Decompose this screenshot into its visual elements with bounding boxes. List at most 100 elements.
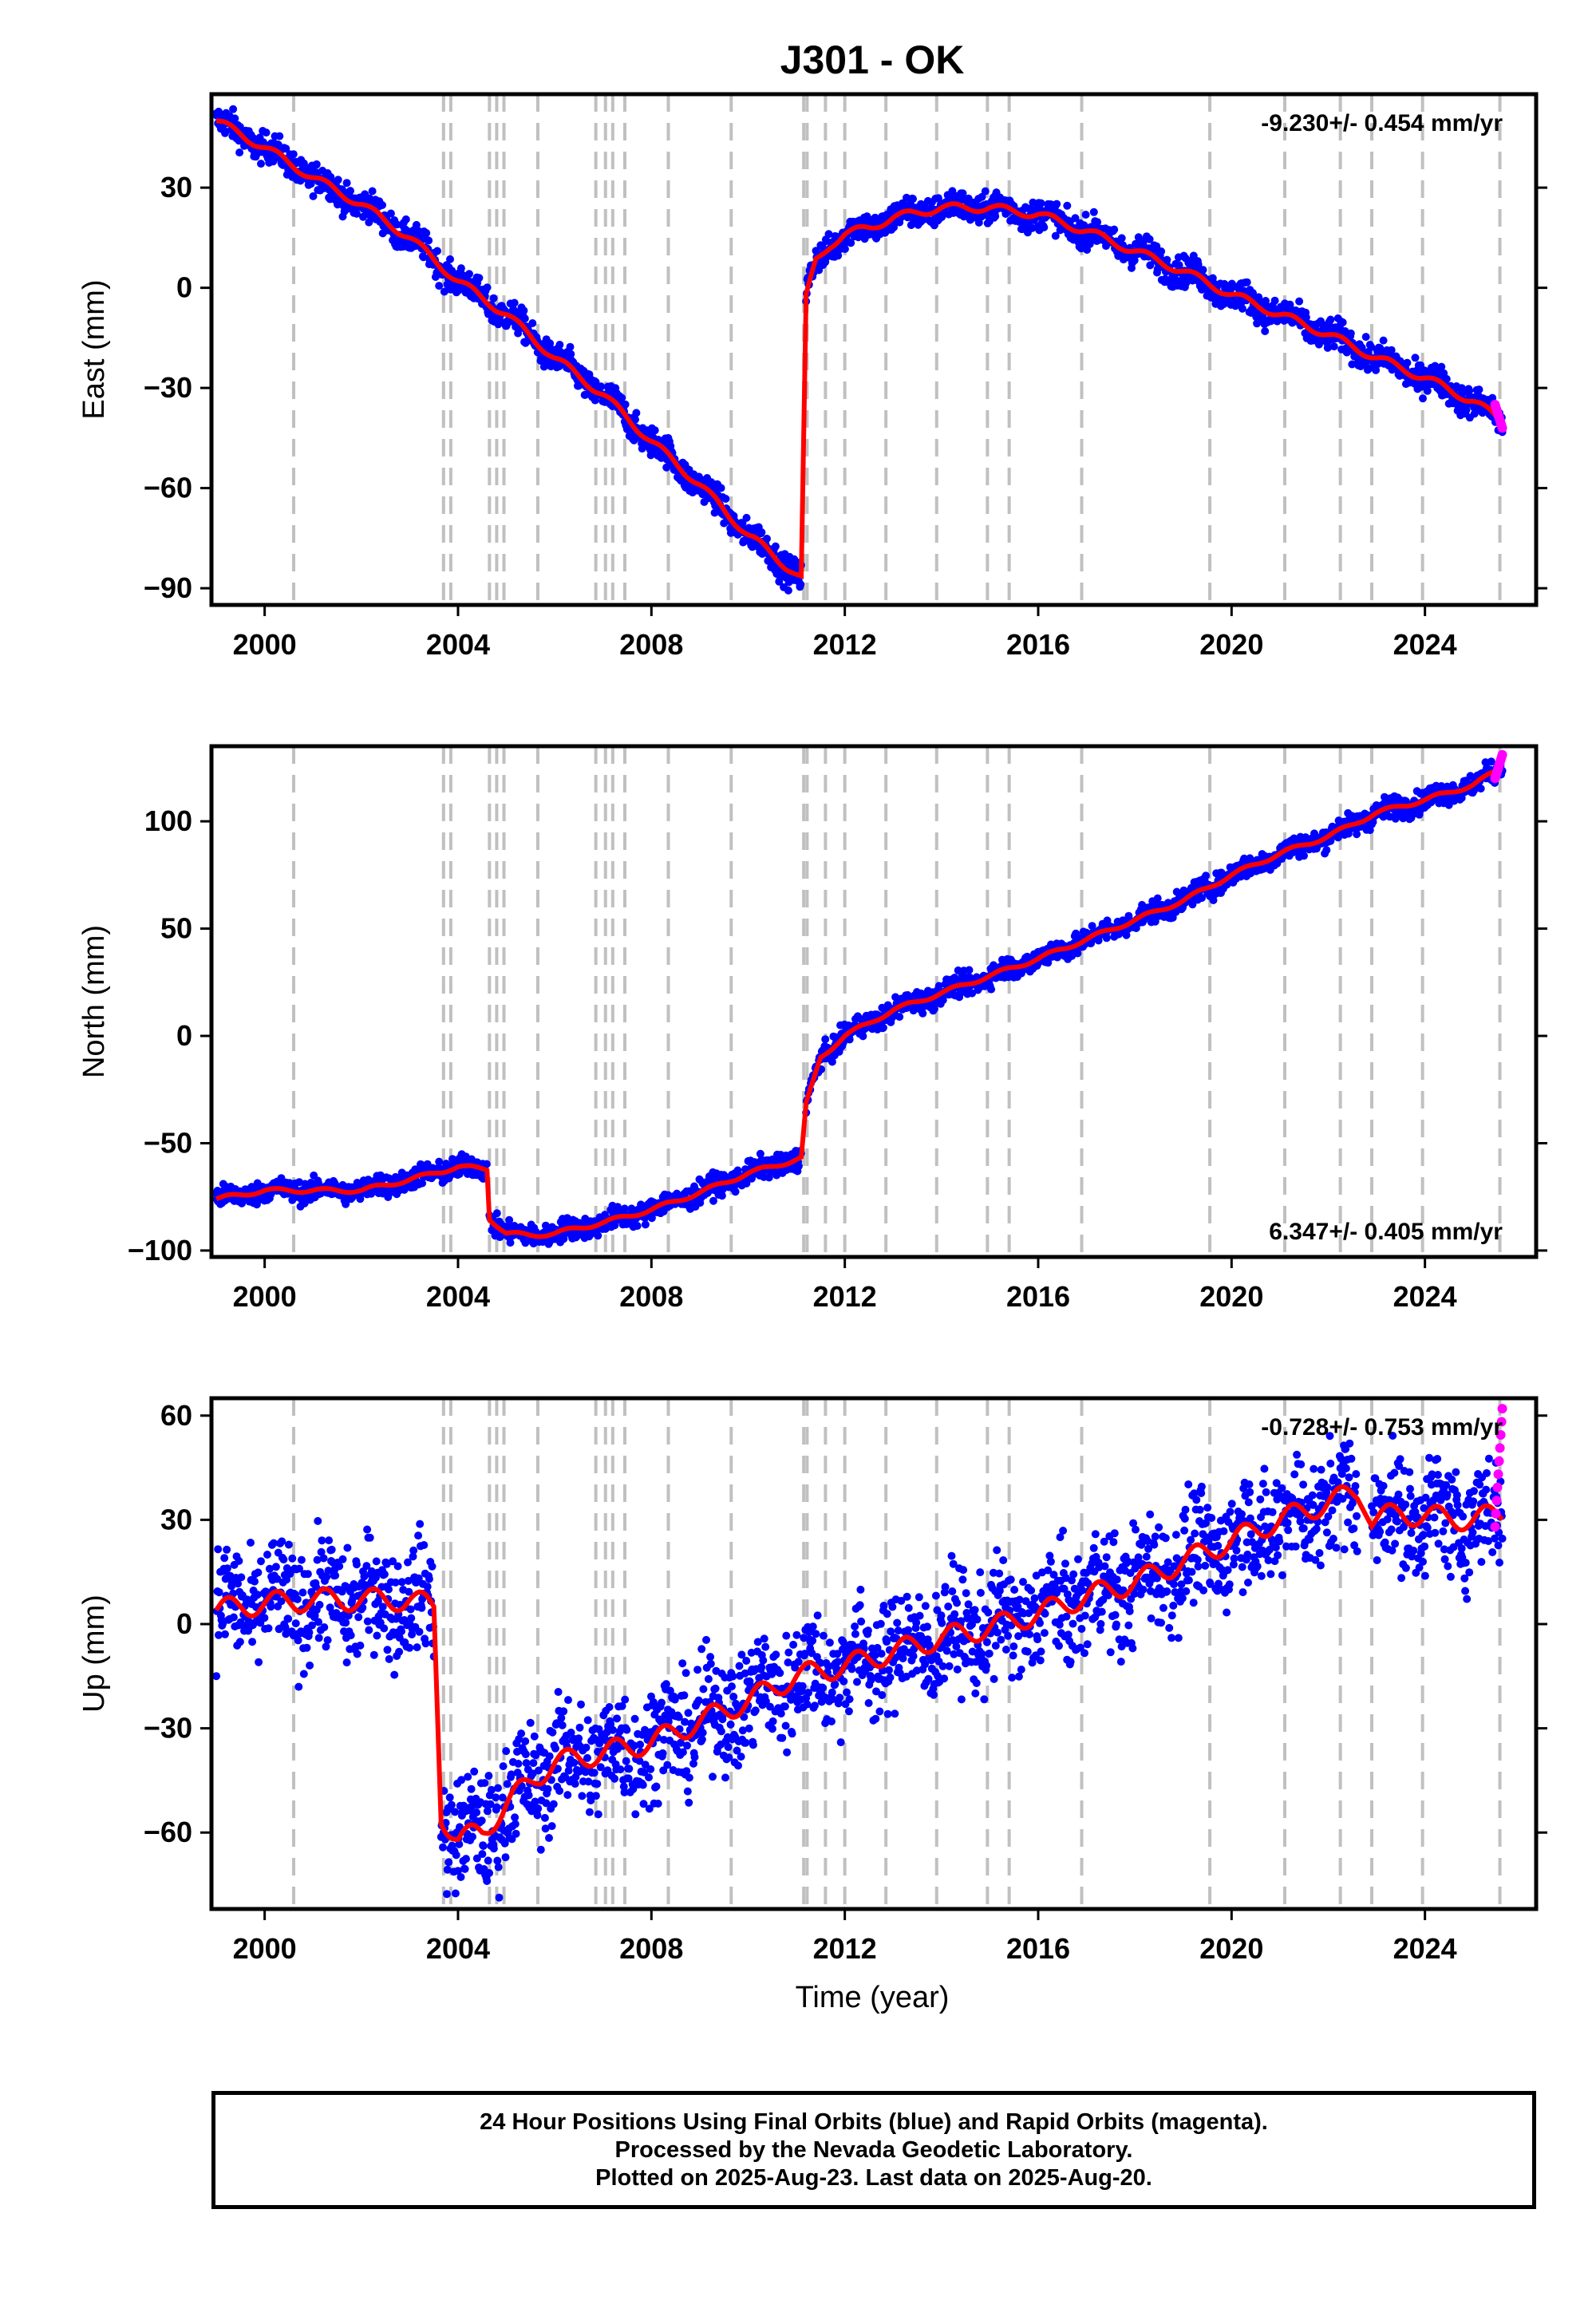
data-point	[834, 251, 843, 260]
data-point	[378, 201, 386, 209]
data-point	[506, 1239, 515, 1247]
data-point	[397, 1627, 405, 1636]
data-point	[395, 1647, 404, 1656]
data-point	[1403, 358, 1412, 367]
data-point	[428, 1562, 437, 1571]
x-tick-label: 2016	[1006, 628, 1070, 661]
data-point	[1338, 318, 1347, 326]
data-point	[305, 1628, 314, 1637]
data-point	[1387, 346, 1396, 354]
data-point	[421, 1639, 430, 1648]
data-point	[1419, 394, 1427, 403]
data-point	[633, 1222, 642, 1230]
data-point	[447, 1800, 456, 1809]
data-point	[650, 426, 659, 435]
data-point	[1470, 409, 1479, 418]
data-point	[365, 1626, 373, 1634]
data-point	[594, 1231, 602, 1240]
data-point	[559, 1235, 568, 1243]
data-point	[435, 282, 444, 290]
data-point	[380, 1570, 389, 1579]
data-point	[456, 264, 465, 273]
data-point	[1465, 386, 1474, 395]
data-point	[323, 1636, 332, 1645]
data-point	[1194, 260, 1203, 269]
data-point	[1261, 327, 1270, 335]
data-point	[346, 187, 354, 196]
data-point	[214, 1545, 223, 1554]
data-point	[412, 220, 421, 229]
data-point	[407, 1614, 416, 1622]
data-point	[1326, 315, 1335, 324]
data-point	[406, 1605, 415, 1614]
data-point	[489, 294, 498, 302]
data-point	[260, 1614, 269, 1622]
data-point	[1063, 201, 1072, 210]
data-point	[528, 319, 537, 327]
data-point	[492, 1209, 501, 1218]
data-point	[1130, 256, 1139, 265]
data-point	[237, 1573, 246, 1582]
data-point	[1353, 830, 1361, 839]
data-point	[567, 350, 575, 358]
data-point	[267, 1603, 275, 1611]
data-point	[365, 1533, 374, 1542]
data-point	[342, 1618, 350, 1627]
data-point	[425, 236, 433, 245]
x-tick-label: 2000	[233, 1280, 297, 1313]
data-point	[796, 580, 805, 589]
data-point	[356, 1195, 365, 1203]
data-point	[1295, 297, 1304, 306]
final-orbit-points	[212, 757, 1507, 1248]
data-point	[314, 1634, 323, 1642]
data-point	[335, 1562, 344, 1571]
data-point	[1475, 385, 1483, 394]
data-point	[1093, 218, 1102, 227]
data-point	[405, 1643, 414, 1652]
data-point	[620, 1204, 629, 1213]
data-point	[393, 1562, 402, 1571]
data-point	[299, 1670, 308, 1678]
data-point	[451, 1889, 460, 1898]
data-point	[257, 160, 265, 168]
data-point	[229, 105, 238, 113]
chart-title: J301 - OK	[780, 38, 965, 82]
data-point	[482, 1160, 491, 1168]
data-point	[1242, 278, 1251, 287]
data-point	[1152, 242, 1161, 251]
rate-label: 6.347+/- 0.405 mm/yr	[1269, 1219, 1503, 1245]
data-point	[1249, 289, 1257, 298]
data-point	[1270, 296, 1279, 305]
plot-frame	[209, 92, 1539, 607]
x-tick-label: 2004	[426, 628, 490, 661]
data-point	[444, 1858, 453, 1867]
model-line	[216, 118, 1504, 579]
data-point	[555, 341, 564, 349]
data-point	[965, 966, 974, 974]
data-point	[215, 1588, 223, 1597]
data-point	[483, 283, 492, 292]
data-point	[709, 1196, 717, 1205]
x-tick-label: 2000	[233, 628, 297, 661]
x-tick-label: 2024	[1393, 628, 1457, 661]
data-point	[254, 1568, 263, 1577]
data-point	[235, 1638, 244, 1646]
data-point	[505, 1215, 514, 1224]
data-point	[385, 1654, 393, 1663]
data-point	[420, 1541, 429, 1549]
data-point	[1110, 225, 1119, 234]
data-point	[1323, 343, 1332, 352]
data-point	[1300, 852, 1308, 860]
data-point	[353, 209, 361, 218]
x-tick-label: 2004	[426, 1280, 490, 1313]
data-point	[1199, 266, 1207, 275]
data-point	[369, 1650, 378, 1659]
x-tick-label: 2020	[1199, 628, 1263, 661]
data-point	[284, 1540, 293, 1549]
data-point	[342, 179, 351, 188]
data-point	[948, 187, 957, 196]
data-point	[824, 230, 833, 239]
data-point	[610, 1221, 619, 1230]
